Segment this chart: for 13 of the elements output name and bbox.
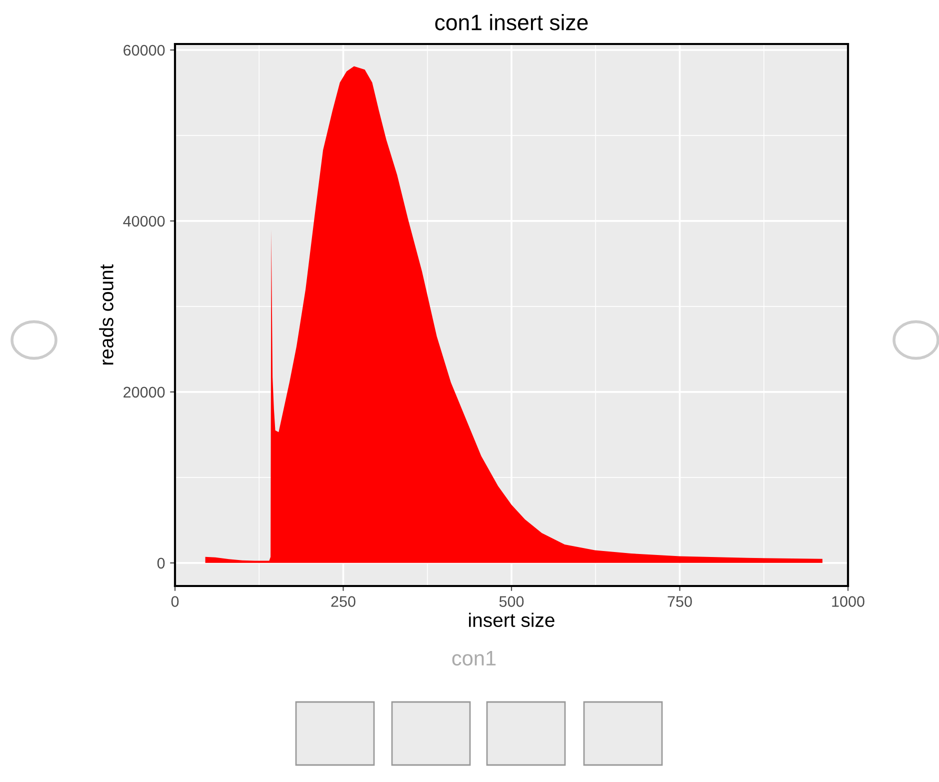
x-tick-label: 500	[499, 596, 524, 607]
x-tick-label: 0	[171, 596, 179, 607]
x-tick-label: 750	[668, 596, 692, 607]
x-tick-label: 1000	[832, 596, 864, 607]
x-tick-label: 250	[331, 596, 356, 607]
y-axis-title: reads count	[99, 264, 114, 365]
y-tick-label: 0	[157, 558, 165, 569]
y-tick-label: 20000	[124, 386, 165, 398]
text: con1	[452, 651, 496, 666]
y-tick-label: 40000	[123, 216, 165, 227]
x-axis-title: insert size	[469, 612, 554, 628]
y-tick-label: 60000	[124, 44, 165, 56]
chart-title: con1 insert size	[435, 14, 588, 30]
